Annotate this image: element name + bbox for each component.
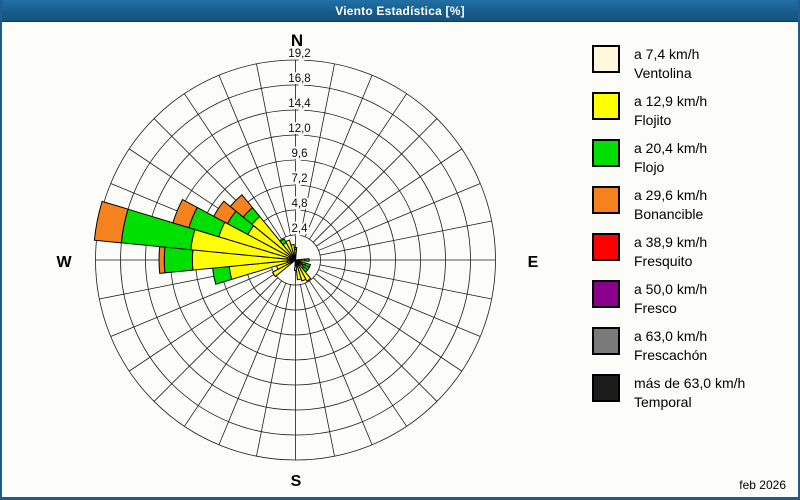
legend-swatch-icon [592,139,620,167]
legend-swatch-icon [592,327,620,355]
title-bar: Viento Estadística [%] [2,0,798,22]
wind-bar-segment [93,200,129,244]
legend-item: a 29,6 km/h Bonancible [592,186,792,224]
wind-bar-segment [163,246,194,274]
legend-label: a 38,9 km/h Fresquito [634,234,708,269]
wind-bar-segment [212,265,233,285]
legend-label: a 29,6 km/h Bonancible [634,187,708,222]
ring-tick-label: 16,8 [288,73,310,85]
wind-bar-segment [229,194,254,218]
legend-label: a 7,4 km/h Ventolina [634,46,700,81]
window-title: Viento Estadística [%] [335,3,465,18]
wind-bar-segment [298,258,306,262]
legend-item: a 38,9 km/h Fresquito [592,233,792,271]
footer-date: feb 2026 [739,478,786,492]
ring-tick-label: 7,2 [292,173,308,185]
legend-item: a 12,9 km/h Flojito [592,92,792,130]
ring-tick-label: 19,2 [288,48,310,60]
ring-tick-label: 12,0 [288,123,310,135]
legend-item: a 63,0 km/h Frescachón [592,327,792,365]
legend-label: más de 63,0 km/h Temporal [634,375,746,410]
legend-item: a 7,4 km/h Ventolina [592,45,792,83]
legend-swatch-icon [592,280,620,308]
wind-bar-segment [293,261,298,271]
wind-bar-segment [158,246,166,274]
wind-speed-legend: a 7,4 km/h Ventolina a 12,9 km/h Flojito a 2… [592,45,792,421]
wind-bar-segment [279,238,287,246]
wind-bar-segment [304,258,310,262]
legend-swatch-icon [592,92,620,120]
wind-bar-segment [290,243,296,259]
legend-label: a 12,9 km/h Flojito [634,93,708,128]
compass-label-south: S [290,473,302,490]
legend-label: a 63,0 km/h Frescachón [634,328,708,363]
compass-label-west: W [56,254,72,271]
legend-item: a 20,4 km/h Flojo [592,139,792,177]
ring-tick-label: 14,4 [288,98,311,110]
legend-swatch-icon [592,186,620,214]
legend-label: a 50,0 km/h Fresco [634,281,708,316]
legend-swatch-icon [592,374,620,402]
ring-tick-label: 2,4 [292,223,309,235]
compass-label-east: E [527,254,539,271]
legend-swatch-icon [592,233,620,261]
legend-item: más de 63,0 km/h Temporal [592,374,792,412]
legend-label: a 20,4 km/h Flojo [634,140,708,175]
wind-bar-segment [172,198,198,229]
ring-tick-label: 9,6 [292,148,308,160]
legend-swatch-icon [592,45,620,73]
ring-tick-label: 4,8 [292,198,308,210]
legend-item: a 50,0 km/h Fresco [592,280,792,318]
compass-label-north: N [290,31,304,50]
